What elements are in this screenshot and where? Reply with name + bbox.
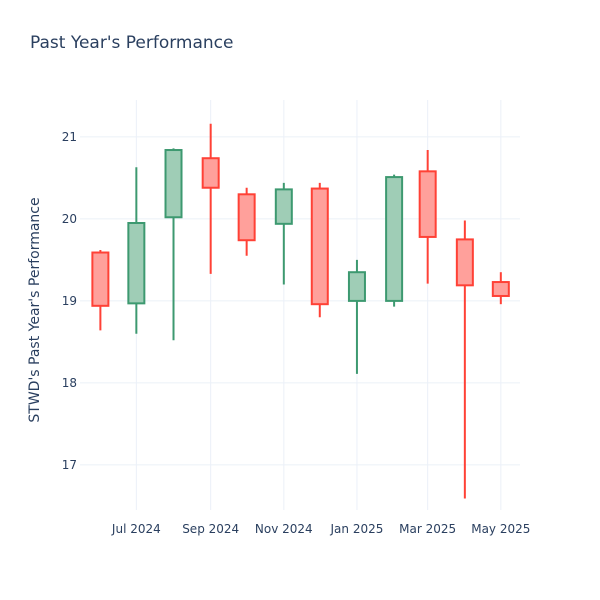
candle-body [491, 281, 510, 297]
candle-body [418, 170, 437, 238]
candle-decreasing [455, 220, 474, 499]
x-tick-label: Nov 2024 [255, 522, 313, 536]
grid [80, 100, 520, 510]
candle-body [455, 238, 474, 287]
candle-decreasing [418, 150, 437, 284]
x-tick-label: Jan 2025 [330, 522, 384, 536]
candle-increasing [274, 182, 293, 285]
y-tick-label: 18 [62, 376, 77, 390]
candle-body [274, 188, 293, 225]
x-tick-label: Jul 2024 [111, 522, 161, 536]
candle-body [385, 176, 404, 302]
candle-increasing [127, 167, 146, 334]
y-tick-label: 20 [62, 212, 77, 226]
candle-decreasing [491, 272, 510, 305]
chart-title: Past Year's Performance [30, 33, 234, 53]
candle-body [310, 187, 329, 306]
x-tick-label: May 2025 [471, 522, 530, 536]
candle-decreasing [310, 182, 329, 318]
y-tick-labels: 17 18 19 20 21 [62, 130, 77, 472]
candle-increasing [164, 148, 183, 341]
candle-body [164, 149, 183, 219]
candle-increasing [385, 174, 404, 307]
x-tick-label: Mar 2025 [399, 522, 456, 536]
x-tick-label: Sep 2024 [182, 522, 239, 536]
candle-body [127, 222, 146, 305]
x-tick-labels: Jul 2024 Sep 2024 Nov 2024 Jan 2025 Mar 2025… [111, 522, 530, 536]
y-tick-label: 21 [62, 130, 77, 144]
candle-decreasing [237, 187, 256, 256]
candle-body [237, 193, 256, 242]
candle-body [91, 251, 110, 307]
candle-decreasing [201, 123, 220, 274]
candle-body [347, 271, 366, 302]
candle-body [201, 157, 220, 189]
candle-decreasing [91, 250, 110, 331]
y-tick-label: 19 [62, 294, 77, 308]
y-tick-label: 17 [62, 458, 77, 472]
candle-increasing [347, 259, 366, 374]
candles [91, 123, 510, 499]
